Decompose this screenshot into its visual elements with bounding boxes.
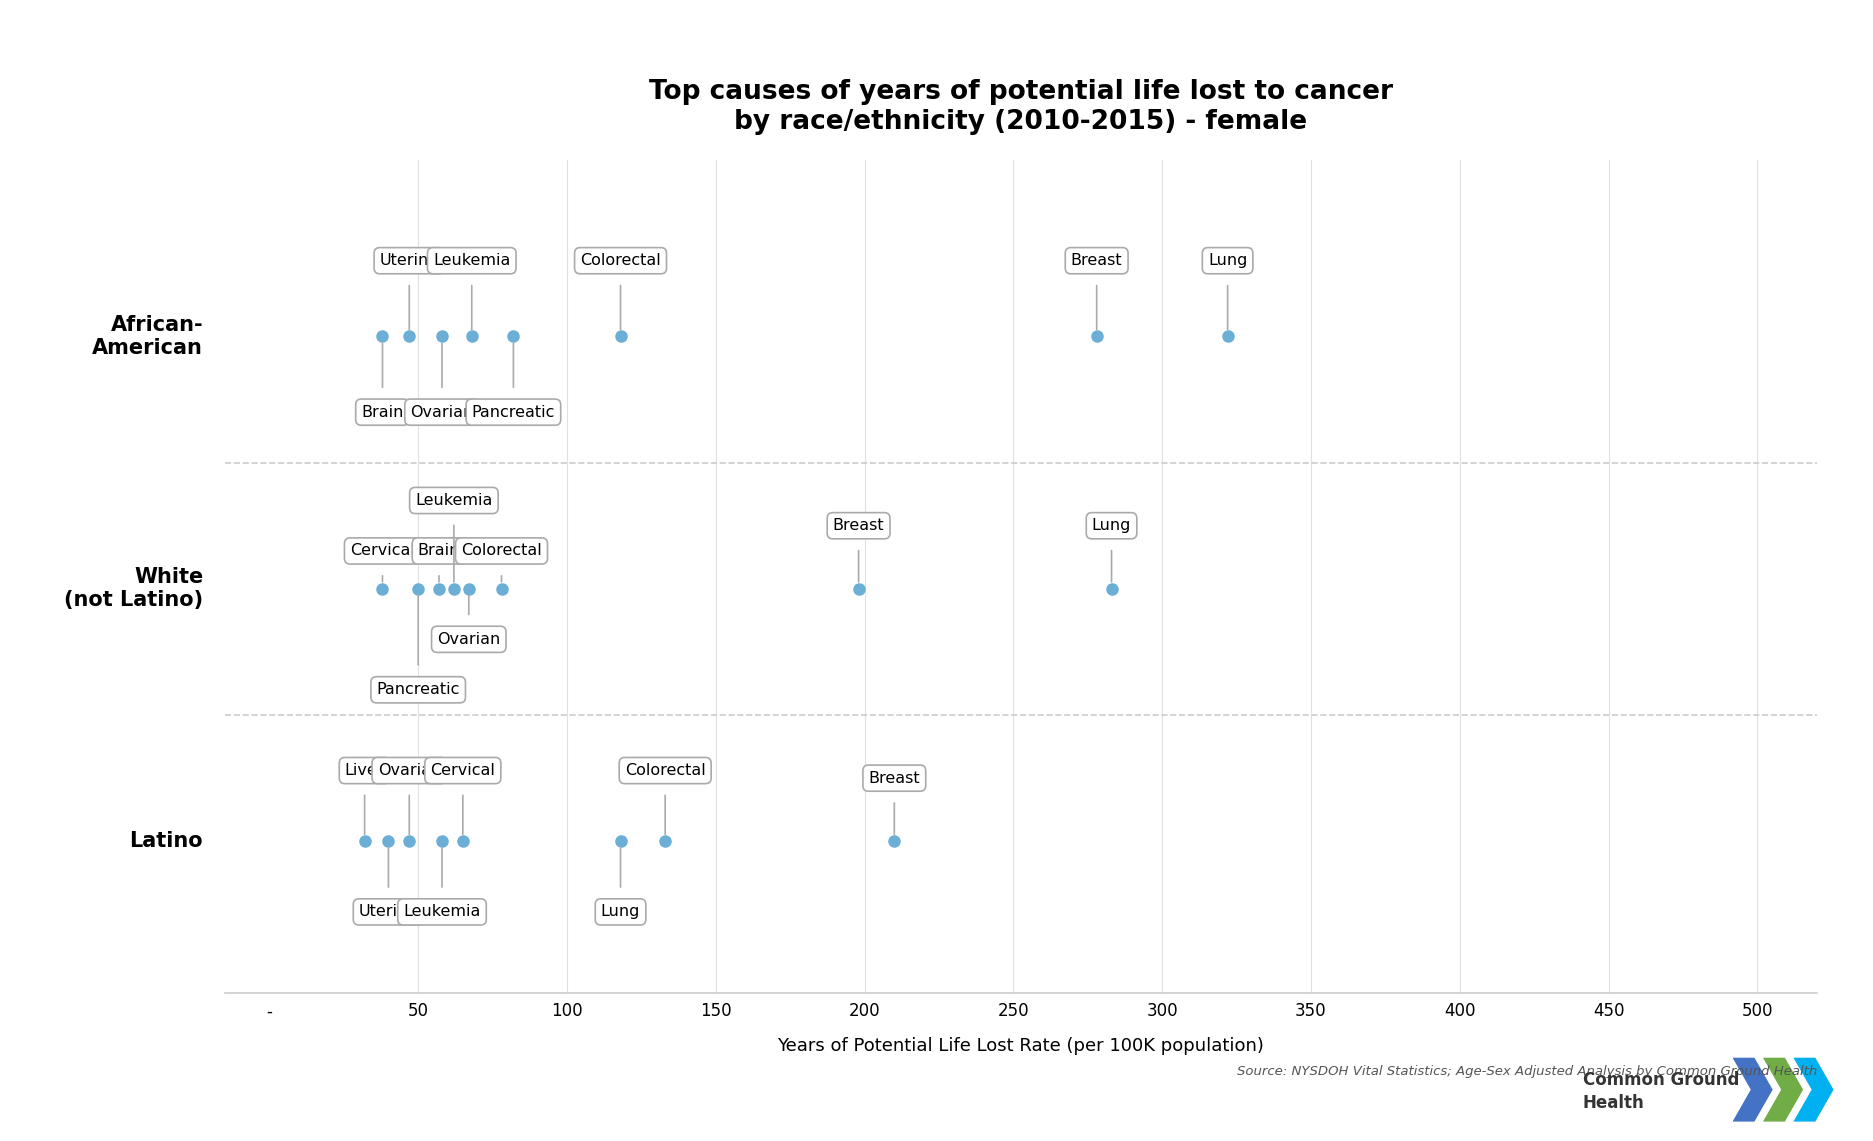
Title: Top causes of years of potential life lost to cancer
by race/ethnicity (2010-201: Top causes of years of potential life lo… — [648, 79, 1394, 135]
Text: Ovarian: Ovarian — [378, 763, 440, 834]
Text: Common Ground
Health: Common Ground Health — [1583, 1071, 1738, 1112]
Text: Uterine: Uterine — [360, 848, 418, 920]
Text: Leukemia: Leukemia — [403, 848, 481, 920]
Text: Uterine: Uterine — [380, 253, 438, 330]
Text: Pancreatic: Pancreatic — [376, 596, 461, 697]
Polygon shape — [1794, 1058, 1834, 1122]
Text: Source: NYSDOH Vital Statistics; Age-Sex Adjusted Analysis by Common Ground Heal: Source: NYSDOH Vital Statistics; Age-Sex… — [1236, 1066, 1817, 1078]
Text: Liver: Liver — [345, 763, 384, 834]
Text: Leukemia: Leukemia — [416, 493, 493, 582]
Text: Brain: Brain — [361, 343, 405, 420]
Text: Cervical: Cervical — [431, 763, 494, 834]
Text: Colorectal: Colorectal — [581, 253, 661, 330]
Text: Lung: Lung — [601, 848, 641, 920]
Text: Leukemia: Leukemia — [433, 253, 511, 330]
Text: Colorectal: Colorectal — [626, 763, 706, 834]
Text: Colorectal: Colorectal — [461, 543, 541, 582]
Text: Cervical: Cervical — [350, 543, 416, 582]
Text: Breast: Breast — [1071, 253, 1122, 330]
X-axis label: Years of Potential Life Lost Rate (per 100K population): Years of Potential Life Lost Rate (per 1… — [777, 1037, 1264, 1055]
Text: Ovarian: Ovarian — [410, 343, 474, 420]
Text: Lung: Lung — [1208, 253, 1247, 330]
Text: Lung: Lung — [1092, 518, 1131, 582]
Text: Brain: Brain — [418, 543, 461, 582]
Polygon shape — [1762, 1058, 1804, 1122]
Text: Breast: Breast — [869, 770, 920, 834]
Text: Ovarian: Ovarian — [436, 596, 500, 647]
Text: Pancreatic: Pancreatic — [472, 343, 554, 420]
Text: Breast: Breast — [833, 518, 884, 582]
Polygon shape — [1733, 1058, 1772, 1122]
